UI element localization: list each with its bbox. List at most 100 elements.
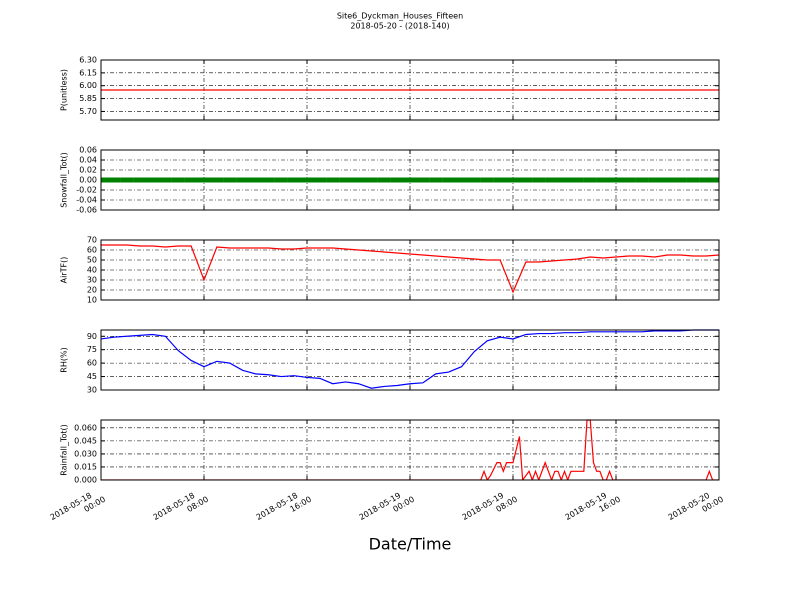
y-tick-label: 60 xyxy=(87,246,97,255)
y-tick-label: 30 xyxy=(87,276,97,285)
data-point xyxy=(622,177,636,183)
chart-subtitle: 2018-05-20 - (2018-140) xyxy=(350,22,449,31)
y-tick-label: -0.02 xyxy=(76,186,97,195)
data-point xyxy=(661,177,674,183)
data-line xyxy=(101,419,719,480)
y-tick-label: 45 xyxy=(87,372,97,381)
y-tick-label: 50 xyxy=(87,256,97,265)
data-point xyxy=(480,177,494,183)
x-tick-label: 2018-05-1816:00 xyxy=(255,486,313,531)
data-point xyxy=(300,177,314,183)
y-tick-label: 30 xyxy=(87,386,97,395)
data-point xyxy=(261,177,275,183)
y-tick-label: 0.015 xyxy=(74,462,97,471)
y-tick-label: 0.060 xyxy=(74,423,97,432)
data-point xyxy=(120,177,134,183)
plot-frame xyxy=(100,149,720,211)
y-axis-label: Rainfall_Tot() xyxy=(60,424,69,476)
data-point xyxy=(339,177,353,183)
x-tick-label: 2018-05-1900:00 xyxy=(358,486,416,531)
data-point xyxy=(493,177,507,183)
y-tick-label: 20 xyxy=(87,286,97,295)
data-point xyxy=(197,177,211,183)
data-point xyxy=(223,177,237,183)
data-point xyxy=(313,177,327,183)
data-point xyxy=(416,177,430,183)
data-point xyxy=(236,177,250,183)
data-point xyxy=(686,177,700,183)
x-tick-label: 2018-05-1800:00 xyxy=(49,486,107,531)
y-tick-label: 60 xyxy=(87,359,97,368)
data-point xyxy=(158,177,172,183)
y-axis-label: AirTF() xyxy=(60,257,69,284)
data-point xyxy=(210,177,224,183)
y-tick-label: 5.70 xyxy=(79,107,97,116)
y-tick-label: 10 xyxy=(87,296,97,305)
y-tick-label: 0.030 xyxy=(74,449,97,458)
data-point xyxy=(519,177,533,183)
data-point xyxy=(429,177,443,183)
data-point xyxy=(583,177,597,183)
data-line xyxy=(101,329,719,389)
data-point xyxy=(403,177,417,183)
y-tick-label: 5.85 xyxy=(79,94,97,103)
data-point xyxy=(596,177,610,183)
data-point xyxy=(648,177,662,183)
data-point xyxy=(274,177,288,183)
data-point xyxy=(133,177,147,183)
data-point xyxy=(467,177,481,183)
x-axis-label: Date/Time xyxy=(369,535,452,554)
data-point xyxy=(442,177,456,183)
data-point xyxy=(364,177,378,183)
y-axis-label: RH(%) xyxy=(60,347,69,372)
data-point xyxy=(532,177,546,183)
data-point xyxy=(545,177,559,183)
y-tick-label: 40 xyxy=(87,266,97,275)
data-point xyxy=(609,177,623,183)
plot-frame xyxy=(100,59,720,121)
data-point xyxy=(101,177,108,183)
x-tick-label: 2018-05-2000:00 xyxy=(667,486,725,531)
y-tick-label: 0.000 xyxy=(74,476,97,485)
y-tick-label: -0.04 xyxy=(76,196,97,205)
data-line xyxy=(101,244,719,294)
data-point xyxy=(635,177,649,183)
data-point xyxy=(506,177,520,183)
chart-title: Site6_Dyckman_Houses_Fifteen xyxy=(337,12,463,21)
y-tick-label: 6.15 xyxy=(79,68,97,77)
data-point xyxy=(699,177,713,183)
y-tick-label: -0.06 xyxy=(76,206,97,215)
data-point xyxy=(171,177,185,183)
y-axis-label: Snowfall_Tot() xyxy=(60,152,69,208)
data-point xyxy=(377,177,391,183)
data-point xyxy=(390,177,404,183)
data-point xyxy=(107,177,121,183)
y-tick-label: 90 xyxy=(87,332,97,341)
plot-frame xyxy=(100,329,720,391)
y-tick-label: 0.02 xyxy=(79,166,97,175)
x-tick-label: 2018-05-1808:00 xyxy=(152,486,210,531)
data-point xyxy=(558,177,571,183)
plot-frame xyxy=(100,239,720,301)
data-point xyxy=(146,177,159,183)
data-point xyxy=(184,177,198,183)
y-tick-label: 0.04 xyxy=(79,156,97,165)
data-point xyxy=(673,177,687,183)
data-point xyxy=(712,177,719,183)
y-tick-label: 0.06 xyxy=(79,146,97,155)
y-tick-label: 70 xyxy=(87,236,97,245)
y-tick-label: 0.045 xyxy=(74,436,97,445)
data-point xyxy=(326,177,340,183)
y-tick-label: 6.30 xyxy=(79,56,97,65)
plot-frame xyxy=(100,419,720,481)
data-point xyxy=(570,177,584,183)
data-point xyxy=(455,177,468,183)
y-tick-label: 6.00 xyxy=(79,81,97,90)
y-axis-label: P(unitless) xyxy=(60,69,69,111)
data-point xyxy=(352,177,365,183)
y-tick-label: 0.00 xyxy=(79,176,97,185)
x-tick-label: 2018-05-1916:00 xyxy=(564,486,622,531)
y-tick-label: 75 xyxy=(87,345,97,354)
